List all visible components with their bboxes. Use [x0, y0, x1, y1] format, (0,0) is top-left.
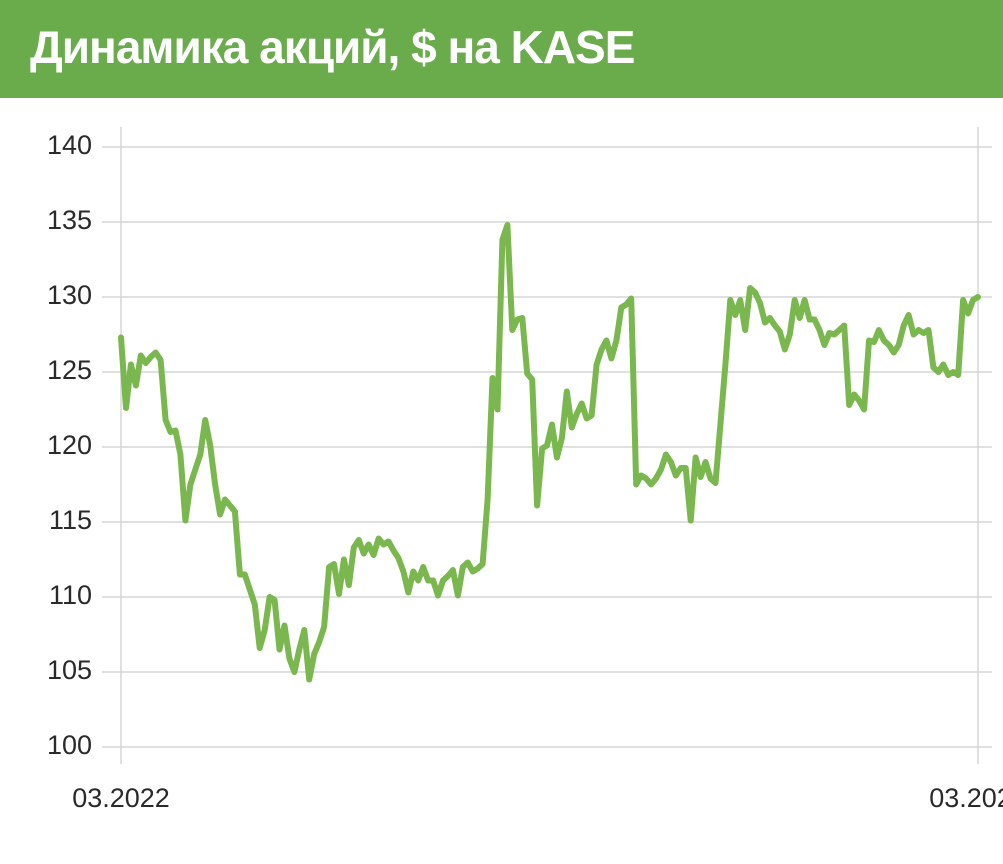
chart-title: Динамика акций, $ на KASE — [30, 21, 635, 73]
y-tick-label: 135 — [47, 205, 92, 235]
line — [118, 222, 981, 683]
y-tick-label: 100 — [47, 730, 92, 760]
y-tick-label: 115 — [49, 505, 92, 535]
y-tick-label: 130 — [47, 280, 92, 310]
y-tick-label: 120 — [47, 430, 92, 460]
y-tick-label: 140 — [47, 130, 92, 160]
x-tick-label: 03.2023 — [929, 783, 1003, 813]
header-bar — [0, 0, 1003, 98]
x-tick-label: 03.2022 — [72, 783, 170, 813]
y-tick-label: 110 — [49, 580, 92, 610]
y-tick-label: 125 — [47, 355, 92, 385]
y-tick-label: 105 — [47, 655, 92, 685]
